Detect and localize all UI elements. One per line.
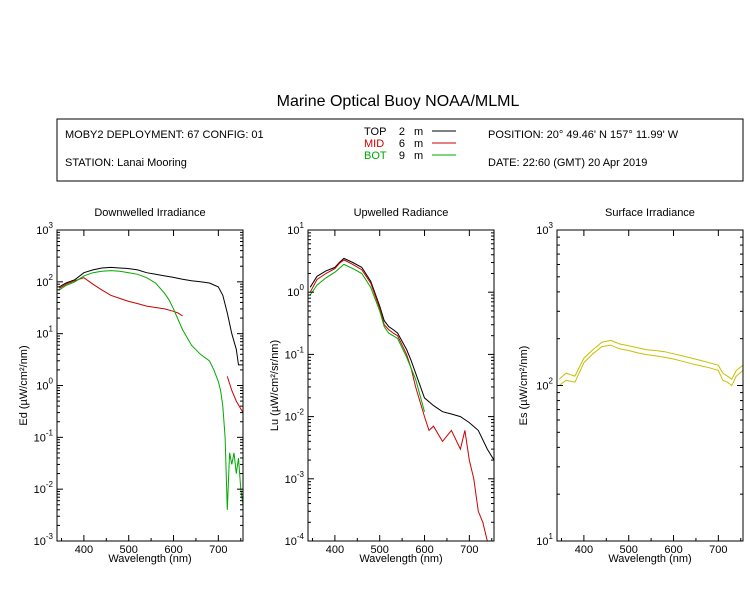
x-tick-label: 400 bbox=[326, 544, 344, 556]
position-text: POSITION: 20° 49.46' N 157° 11.99' W bbox=[488, 129, 679, 141]
legend-unit: m bbox=[414, 138, 423, 150]
series-line bbox=[58, 270, 243, 510]
series-line bbox=[58, 266, 243, 366]
legend-name: BOT bbox=[364, 150, 387, 162]
y-axis-label: Ed (µW/cm²/nm) bbox=[18, 345, 30, 425]
legend-depth: 9 bbox=[399, 150, 405, 162]
series-line bbox=[309, 259, 494, 541]
plot-frame bbox=[307, 229, 495, 542]
x-tick-label: 500 bbox=[120, 544, 138, 556]
series-line bbox=[309, 257, 494, 461]
y-tick-label: 10-2 bbox=[34, 480, 54, 496]
y-tick-label: 10-1 bbox=[34, 428, 54, 444]
x-tick-label: 700 bbox=[460, 544, 478, 556]
panel-title: Surface Irradiance bbox=[605, 207, 695, 219]
plot-frame bbox=[556, 229, 744, 542]
x-tick-label: 400 bbox=[75, 544, 93, 556]
panel-title: Upwelled Radiance bbox=[354, 207, 449, 219]
x-axis-label: Wavelength (nm) bbox=[108, 553, 191, 565]
x-axis-label: Wavelength (nm) bbox=[359, 553, 442, 565]
x-tick-label: 500 bbox=[371, 544, 389, 556]
series-line bbox=[558, 339, 743, 380]
deployment-text: MOBY2 DEPLOYMENT: 67 CONFIG: 01 bbox=[65, 129, 264, 141]
x-tick-label: 400 bbox=[575, 544, 593, 556]
legend: TOP 2 m MID 6 m BOT 9 m bbox=[364, 126, 456, 162]
y-tick-label: 10-1 bbox=[285, 345, 305, 361]
chart-panel: Surface Irradiance 400 500 600 700 101 102 103 W… bbox=[518, 207, 744, 565]
y-tick-label: 10-2 bbox=[285, 408, 305, 424]
legend-unit: m bbox=[414, 126, 423, 138]
x-axis-label: Wavelength (nm) bbox=[608, 553, 691, 565]
series-line bbox=[309, 263, 425, 412]
series-line bbox=[558, 344, 743, 387]
legend-name: TOP bbox=[364, 126, 386, 138]
panel-title: Downwelled Irradiance bbox=[94, 207, 205, 219]
station-text: STATION: Lanai Mooring bbox=[65, 157, 187, 169]
x-tick-label: 600 bbox=[415, 544, 433, 556]
y-tick-label: 102 bbox=[536, 377, 553, 393]
figure-title: Marine Optical Buoy NOAA/MLML bbox=[277, 93, 520, 110]
y-axis-label: Es (µW/cm²/nm) bbox=[518, 346, 530, 426]
y-tick-label: 103 bbox=[536, 221, 553, 237]
y-axis-label: Lu (µW/cm²/sr/nm) bbox=[269, 340, 281, 431]
y-tick-label: 100 bbox=[36, 377, 53, 393]
chart-panels: Downwelled Irradiance 400 500 600 700 10-3 10-… bbox=[18, 207, 744, 565]
y-tick-label: 101 bbox=[36, 325, 53, 341]
x-tick-label: 700 bbox=[709, 544, 727, 556]
series-line bbox=[58, 277, 183, 317]
y-tick-label: 10-3 bbox=[285, 470, 305, 486]
legend-unit: m bbox=[414, 150, 423, 162]
y-tick-label: 102 bbox=[36, 273, 53, 289]
date-text: DATE: 22:60 (GMT) 20 Apr 2019 bbox=[488, 157, 647, 169]
x-tick-label: 600 bbox=[664, 544, 682, 556]
y-tick-label: 10-3 bbox=[34, 532, 54, 548]
legend-depth: 2 bbox=[399, 126, 405, 138]
y-tick-label: 103 bbox=[36, 221, 53, 237]
x-tick-label: 500 bbox=[620, 544, 638, 556]
plot-frame bbox=[56, 229, 244, 542]
y-tick-label: 10-4 bbox=[285, 532, 305, 548]
info-box bbox=[56, 118, 744, 182]
y-tick-label: 100 bbox=[287, 283, 304, 299]
chart-panel: Upwelled Radiance 400 500 600 700 10-4 10-3 10-… bbox=[269, 207, 495, 565]
x-tick-label: 600 bbox=[164, 544, 182, 556]
y-tick-label: 101 bbox=[536, 532, 553, 548]
x-tick-label: 700 bbox=[209, 544, 227, 556]
legend-name: MID bbox=[364, 138, 384, 150]
series-line bbox=[226, 376, 243, 413]
legend-depth: 6 bbox=[399, 138, 405, 150]
chart-panel: Downwelled Irradiance 400 500 600 700 10-3 10-… bbox=[18, 207, 244, 565]
y-tick-label: 101 bbox=[287, 221, 304, 237]
